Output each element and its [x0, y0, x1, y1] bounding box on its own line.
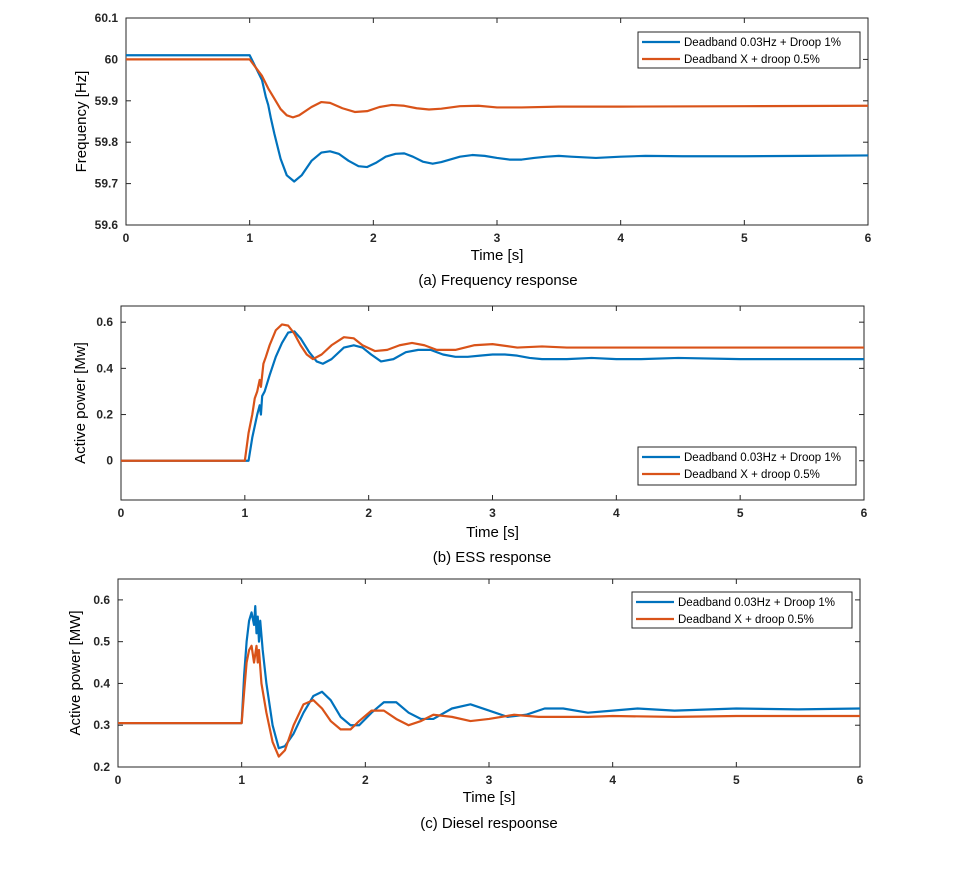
- legend-entry: Deadband X + droop 0.5%: [684, 469, 820, 481]
- x-tick-label: 1: [241, 506, 248, 520]
- x-tick-label: 3: [494, 231, 501, 245]
- chart-panel-2: 0 1 2 3 4 5 6 0.2 0.3 0.4 0.5 0.6 Time [s] Active pow…: [67, 578, 864, 806]
- series-line-1: [118, 644, 860, 758]
- x-tick-label: 0: [123, 231, 130, 245]
- y-axis-label: Active power [MW]: [67, 610, 84, 735]
- x-tick-label: 5: [733, 773, 740, 787]
- legend-box: [637, 446, 857, 486]
- caption-a: (a) Frequency response: [418, 272, 578, 289]
- y-tick-label: 0.4: [96, 361, 113, 375]
- caption-b: (b) ESS response: [432, 549, 552, 566]
- x-tick-label: 4: [609, 773, 616, 787]
- legend: Deadband 0.03Hz + Droop 1% Deadband X + d…: [637, 446, 857, 486]
- y-axis-label: Frequency [Hz]: [73, 71, 90, 173]
- legend: Deadband 0.03Hz + Droop 1% Deadband X + d…: [637, 31, 861, 69]
- y-tick-label: 59.7: [95, 177, 119, 191]
- chart-panel-0: 0 1 2 3 4 5 6 59.6 59.7 59.8 59.9 60 60.1 Time [s] Fre…: [73, 11, 872, 264]
- y-tick-label: 0.6: [93, 593, 110, 607]
- legend-entry: Deadband 0.03Hz + Droop 1%: [684, 37, 841, 49]
- x-tick-label: 6: [865, 231, 872, 245]
- legend-box: [631, 591, 853, 629]
- x-tick-label: 2: [362, 773, 369, 787]
- series-line-1: [121, 323, 864, 462]
- legend: Deadband 0.03Hz + Droop 1% Deadband X + d…: [631, 591, 853, 629]
- y-tick-label: 59.8: [95, 135, 119, 149]
- y-tick-label: 0.3: [93, 718, 110, 732]
- y-tick-label: 0.2: [96, 408, 113, 422]
- x-tick-label: 0: [118, 506, 125, 520]
- x-tick-label: 3: [489, 506, 496, 520]
- x-tick-label: 5: [741, 231, 748, 245]
- x-axis-label: Time [s]: [466, 524, 519, 541]
- x-tick-label: 1: [238, 773, 245, 787]
- series-line-0: [126, 54, 868, 183]
- x-tick-label: 4: [613, 506, 620, 520]
- legend-entry: Deadband 0.03Hz + Droop 1%: [684, 452, 841, 464]
- series-line-0: [118, 605, 860, 750]
- x-tick-label: 4: [617, 231, 624, 245]
- y-tick-label: 0.5: [93, 635, 110, 649]
- y-tick-label: 59.6: [95, 218, 119, 232]
- series-line-1: [126, 58, 868, 119]
- x-tick-label: 1: [246, 231, 253, 245]
- y-tick-label: 59.9: [95, 94, 119, 108]
- y-tick-label: 0.2: [93, 760, 110, 774]
- y-axis-label: Active power [Mw]: [72, 342, 89, 464]
- y-tick-label: 60.1: [95, 11, 119, 25]
- legend-entry: Deadband 0.03Hz + Droop 1%: [678, 597, 835, 609]
- x-axis-label: Time [s]: [471, 247, 524, 264]
- x-tick-label: 6: [861, 506, 868, 520]
- x-tick-label: 0: [115, 773, 122, 787]
- y-tick-label: 60: [105, 52, 119, 66]
- x-axis-label: Time [s]: [463, 789, 516, 806]
- legend-box: [637, 31, 861, 69]
- x-tick-label: 6: [857, 773, 864, 787]
- legend-entry: Deadband X + droop 0.5%: [684, 54, 820, 66]
- y-tick-label: 0.4: [93, 676, 110, 690]
- caption-c: (c) Diesel respoonse: [420, 815, 558, 832]
- x-tick-label: 2: [365, 506, 372, 520]
- x-tick-label: 2: [370, 231, 377, 245]
- x-tick-label: 5: [737, 506, 744, 520]
- x-tick-label: 3: [486, 773, 493, 787]
- y-tick-label: 0.6: [96, 315, 113, 329]
- chart-panel-1: 0 1 2 3 4 5 6 0 0.2 0.4 0.6 Time [s] Active power [M…: [72, 305, 868, 541]
- y-tick-label: 0: [106, 454, 113, 468]
- legend-entry: Deadband X + droop 0.5%: [678, 614, 814, 626]
- series-line-0: [121, 330, 864, 462]
